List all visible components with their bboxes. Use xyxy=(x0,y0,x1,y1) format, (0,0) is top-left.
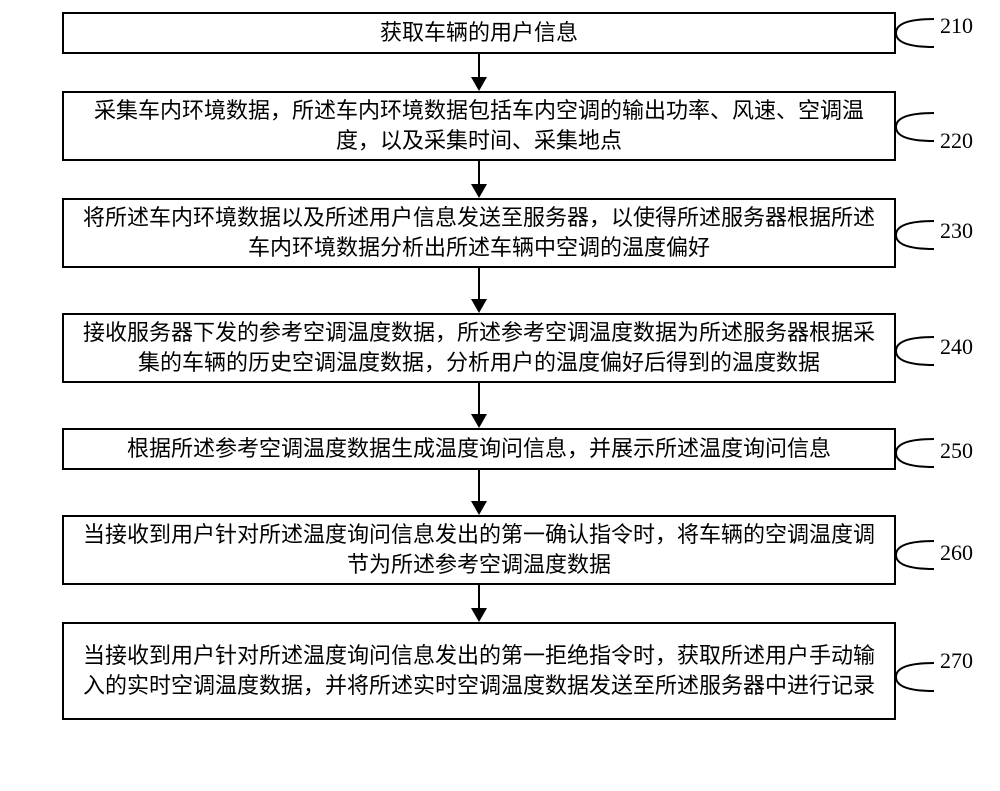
arrow-down xyxy=(471,54,487,91)
step-box-240: 接收服务器下发的参考空调温度数据，所述参考空调温度数据为所述服务器根据采集的车辆… xyxy=(62,313,896,383)
step-text: 获取车辆的用户信息 xyxy=(380,18,578,48)
bracket-220 xyxy=(896,111,934,143)
step-label-210: 210 xyxy=(940,13,973,39)
bracket-260 xyxy=(896,539,934,571)
step-text: 当接收到用户针对所述温度询问信息发出的第一拒绝指令时，获取所述用户手动输入的实时… xyxy=(82,641,876,701)
bracket-250 xyxy=(896,437,934,469)
step-label-220: 220 xyxy=(940,128,973,154)
arrow-down xyxy=(471,470,487,515)
step-label-240: 240 xyxy=(940,334,973,360)
bracket-210 xyxy=(896,17,934,49)
bracket-230 xyxy=(896,219,934,251)
step-box-220: 采集车内环境数据，所述车内环境数据包括车内空调的输出功率、风速、空调温度，以及采… xyxy=(62,91,896,161)
step-text: 当接收到用户针对所述温度询问信息发出的第一确认指令时，将车辆的空调温度调节为所述… xyxy=(82,520,876,580)
step-box-260: 当接收到用户针对所述温度询问信息发出的第一确认指令时，将车辆的空调温度调节为所述… xyxy=(62,515,896,585)
step-box-250: 根据所述参考空调温度数据生成温度询问信息，并展示所述温度询问信息 xyxy=(62,428,896,470)
step-text: 根据所述参考空调温度数据生成温度询问信息，并展示所述温度询问信息 xyxy=(127,434,831,464)
step-text: 接收服务器下发的参考空调温度数据，所述参考空调温度数据为所述服务器根据采集的车辆… xyxy=(82,318,876,378)
bracket-270 xyxy=(896,661,934,693)
flowchart-canvas: 获取车辆的用户信息采集车内环境数据，所述车内环境数据包括车内空调的输出功率、风速… xyxy=(0,0,1000,791)
arrow-down xyxy=(471,268,487,313)
step-box-230: 将所述车内环境数据以及所述用户信息发送至服务器，以使得所述服务器根据所述车内环境… xyxy=(62,198,896,268)
step-label-270: 270 xyxy=(940,648,973,674)
flow-column: 获取车辆的用户信息采集车内环境数据，所述车内环境数据包括车内空调的输出功率、风速… xyxy=(62,12,896,720)
bracket-240 xyxy=(896,335,934,367)
step-text: 采集车内环境数据，所述车内环境数据包括车内空调的输出功率、风速、空调温度，以及采… xyxy=(82,96,876,156)
step-box-210: 获取车辆的用户信息 xyxy=(62,12,896,54)
arrow-down xyxy=(471,585,487,622)
step-label-230: 230 xyxy=(940,218,973,244)
step-label-260: 260 xyxy=(940,540,973,566)
arrow-down xyxy=(471,383,487,428)
step-label-250: 250 xyxy=(940,438,973,464)
arrow-down xyxy=(471,161,487,198)
step-text: 将所述车内环境数据以及所述用户信息发送至服务器，以使得所述服务器根据所述车内环境… xyxy=(82,203,876,263)
step-box-270: 当接收到用户针对所述温度询问信息发出的第一拒绝指令时，获取所述用户手动输入的实时… xyxy=(62,622,896,720)
